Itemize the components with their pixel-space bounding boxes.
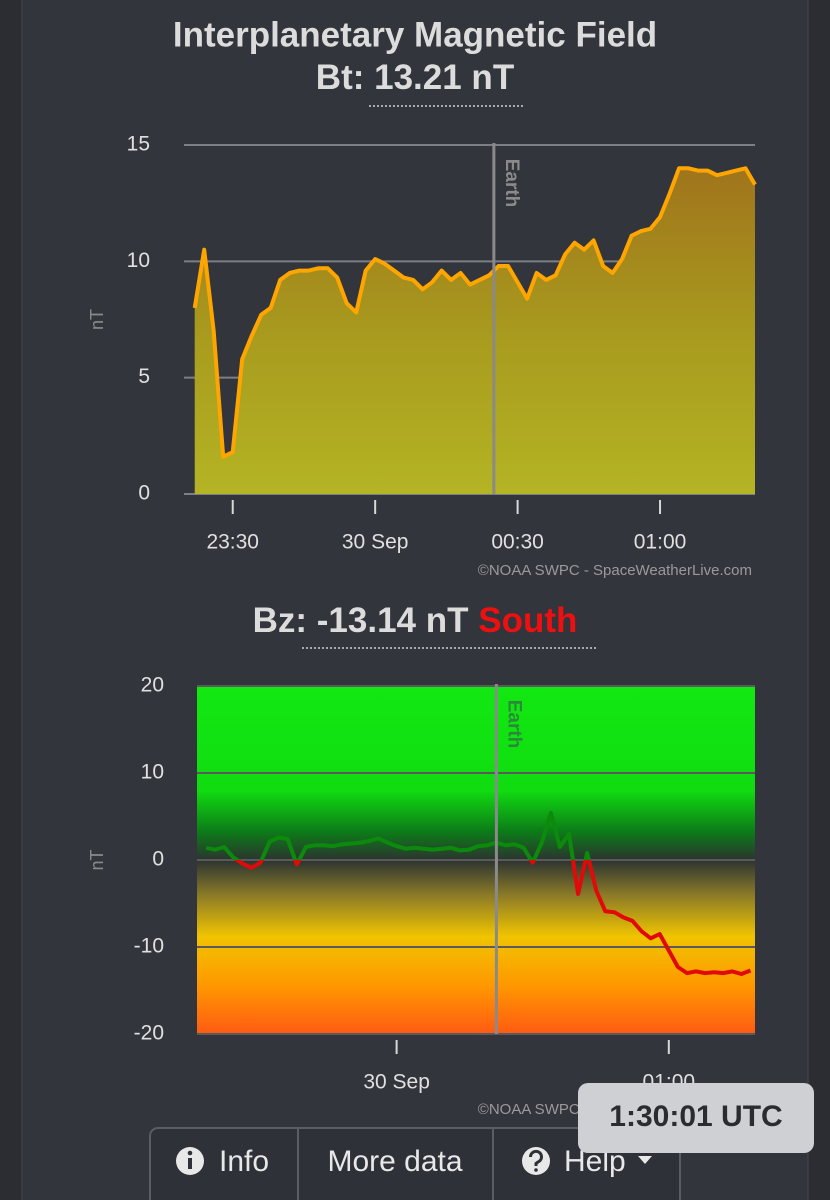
x-tick-label: 30 Sep <box>363 1071 430 1094</box>
x-tick-label: 23:30 <box>206 531 259 554</box>
help-icon <box>522 1147 550 1175</box>
y-tick-label: -10 <box>134 935 164 958</box>
y-axis-label: nT <box>87 849 107 870</box>
dropdown-caret <box>638 1156 652 1164</box>
y-axis-label: nT <box>87 309 107 330</box>
bt-readout: Bt: 13.21 nT <box>316 58 514 97</box>
y-tick-label: 20 <box>141 674 164 697</box>
y-tick-label: 10 <box>141 761 164 784</box>
button-label: Info <box>219 1145 269 1178</box>
earth-label: Earth <box>501 159 522 208</box>
charts: 0 5 10 15 nT 23:30 30 Sep 00:30 01:00 Earth ©NOAA … <box>87 133 757 1118</box>
readout-label: Bt: <box>316 58 365 97</box>
chart: 0 5 10 15 nT 23:30 30 Sep 00:30 01:00 Earth ©NOAA … <box>87 133 757 579</box>
y-tick-label: 5 <box>138 365 150 388</box>
y-tick-label: -20 <box>134 1022 164 1045</box>
title: Interplanetary Magnetic Field <box>173 15 657 54</box>
y-tick-label: 0 <box>138 482 150 505</box>
readout-value: 13.21 nT <box>374 58 514 97</box>
readout-value: -13.14 nT <box>317 601 469 640</box>
button-bar <box>149 1127 681 1200</box>
y-tick-label: 15 <box>127 133 150 156</box>
line <box>192 166 757 459</box>
button-label: More data <box>327 1145 462 1178</box>
readout-direction: South <box>478 601 577 640</box>
help-icon-dot <box>534 1168 538 1172</box>
clock-badge <box>578 1083 814 1153</box>
credit: ©NOAA SWPC - SpaceWeatherLive.com <box>478 562 752 579</box>
info-icon-dot <box>187 1150 193 1156</box>
area <box>194 168 755 495</box>
x-tick-label: 00:30 <box>491 531 544 554</box>
info-button[interactable]: Info <box>176 1145 269 1178</box>
x-tick-label: 01:00 <box>634 531 687 554</box>
line <box>205 811 752 976</box>
help-icon-mark <box>528 1149 543 1166</box>
bz-readout: Bz: -13.14 nT South <box>253 601 578 640</box>
clock: 1:30:01 UTC <box>609 1100 782 1133</box>
readout-label: Bz: <box>253 601 307 640</box>
x-tick-label: 30 Sep <box>342 531 409 554</box>
earth-label: Earth <box>503 700 524 749</box>
more-data-button[interactable]: More data <box>327 1145 462 1178</box>
help-button[interactable]: Help <box>522 1145 652 1178</box>
info-icon-stem <box>188 1158 192 1169</box>
y-tick-label: 10 <box>127 249 150 272</box>
y-tick-label: 0 <box>152 848 164 871</box>
